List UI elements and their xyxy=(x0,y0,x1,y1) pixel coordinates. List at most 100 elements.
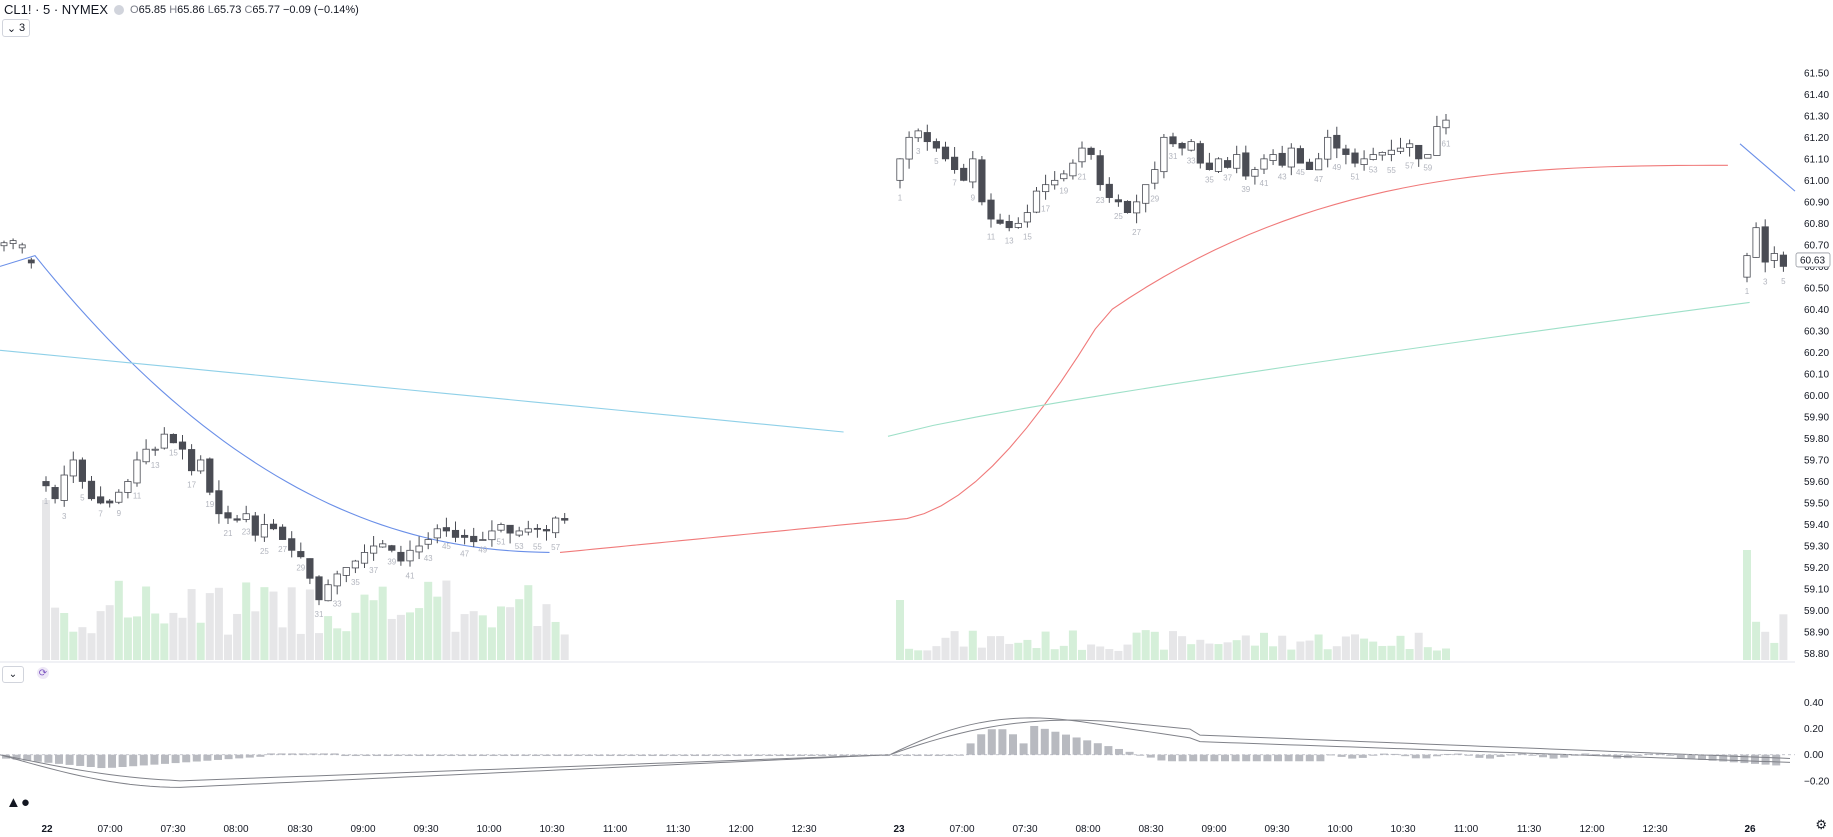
symbol-legend[interactable]: CL1! · 5 · NYMEX O65.85 H65.86 L65.73 C6… xyxy=(4,2,359,17)
macd-histogram-bar xyxy=(1284,754,1293,762)
candle-body xyxy=(1296,148,1304,164)
candle-body xyxy=(987,199,995,220)
macd-histogram-bar xyxy=(1729,754,1738,763)
volume-bar xyxy=(1041,631,1050,660)
bar-number-label: 43 xyxy=(1278,172,1287,181)
candle-body xyxy=(552,517,560,534)
candle-body xyxy=(1752,227,1760,258)
bar-number-label: 11 xyxy=(133,492,142,501)
indicator-count: 3 xyxy=(19,22,26,34)
macd-collapse-button[interactable]: ⌄ xyxy=(2,666,24,683)
volume-layer xyxy=(42,500,1788,660)
volume-bar xyxy=(396,614,405,660)
candle-body xyxy=(388,545,396,551)
macd-tick-label: 0.40 xyxy=(1804,698,1824,709)
volume-bar xyxy=(478,615,487,660)
gear-icon[interactable]: ⚙ xyxy=(1815,817,1827,832)
macd-histogram-bar xyxy=(235,754,244,759)
bar-number-label: 35 xyxy=(1205,176,1214,185)
time-tick-label: 07:00 xyxy=(949,824,974,835)
macd-histogram-bar xyxy=(828,754,837,757)
bar-number-label: 37 xyxy=(369,566,378,575)
macd-histogram-bar xyxy=(606,754,615,757)
candle-body xyxy=(333,573,341,587)
macd-histogram-bar xyxy=(415,754,424,757)
candle-body xyxy=(187,449,196,472)
time-tick-label: 07:00 xyxy=(97,824,122,835)
macd-histogram-bar xyxy=(129,754,138,767)
tradingview-logo-icon[interactable]: ▲● xyxy=(6,794,30,811)
volume-bar xyxy=(1269,646,1278,660)
volume-bar xyxy=(151,613,160,660)
candle-body xyxy=(27,259,35,264)
time-tick-label: 12:30 xyxy=(1642,824,1667,835)
macd-histogram-bar xyxy=(1295,754,1304,762)
symbol-title[interactable]: CL1! · 5 · NYMEX xyxy=(4,2,109,17)
macd-histogram-bar xyxy=(214,754,222,760)
volume-bar xyxy=(1396,635,1405,660)
candle-body xyxy=(251,515,259,536)
macd-histogram-bar xyxy=(807,754,816,757)
candle-body xyxy=(1096,155,1104,186)
macd-histogram-bar xyxy=(1687,754,1696,759)
macd-histogram-bar xyxy=(1422,754,1431,759)
candle-body xyxy=(1387,149,1395,155)
ohlc-readout: O65.85 H65.86 L65.73 C65.77 −0.09 (−0.14… xyxy=(130,4,359,16)
candle-body xyxy=(0,242,8,247)
volume-bar xyxy=(369,600,378,660)
volume-bar xyxy=(1205,643,1214,660)
macd-histogram-bar xyxy=(1464,754,1473,756)
price-tick-label: 61.50 xyxy=(1804,68,1829,79)
candle-body xyxy=(1315,158,1323,171)
volume-bar xyxy=(1287,649,1296,660)
candle-body xyxy=(278,526,287,540)
indicators-collapse-button[interactable]: ⌄ 3 xyxy=(2,19,30,37)
sync-icon[interactable]: ⟳ xyxy=(37,667,49,679)
bar-number-label: 41 xyxy=(1260,179,1269,188)
volume-bar xyxy=(1078,649,1086,660)
macd-histogram-bar xyxy=(786,754,795,757)
volume-bar xyxy=(451,631,460,660)
candle-body xyxy=(1069,162,1077,177)
time-tick-label: 09:30 xyxy=(413,824,438,835)
macd-histogram-bar xyxy=(1337,754,1346,757)
macd-histogram-bar xyxy=(404,754,413,757)
macd-histogram-bar xyxy=(701,754,710,757)
bar-number-label: 5 xyxy=(80,494,85,503)
candle-body xyxy=(1114,199,1122,203)
macd-histogram-bar xyxy=(966,743,975,755)
candle-body xyxy=(542,529,551,532)
volume-bar xyxy=(142,586,151,660)
macd-histogram-bar xyxy=(956,754,964,756)
volume-bar xyxy=(950,631,959,660)
volume-bar xyxy=(1169,631,1177,660)
macd-histogram-bar xyxy=(171,754,180,764)
bar-number-label: 1 xyxy=(1745,287,1750,296)
candle-body xyxy=(1078,147,1086,163)
candle-body xyxy=(269,523,278,530)
macd-histogram-bar xyxy=(86,754,95,768)
volume-bar xyxy=(1378,645,1387,660)
macd-histogram-bar xyxy=(55,754,63,764)
volume-bar xyxy=(269,591,278,660)
volume-bar xyxy=(1196,639,1205,660)
bar-number-label: 11 xyxy=(987,233,996,242)
macd-histogram-bar xyxy=(1517,753,1526,755)
macd-histogram-bar xyxy=(1433,754,1441,757)
macd-histogram-bar xyxy=(1146,754,1155,758)
macd-histogram-bar xyxy=(1401,754,1410,757)
macd-histogram-bar xyxy=(1316,754,1325,762)
bar-number-label: 53 xyxy=(1369,165,1378,174)
bar-number-label: 27 xyxy=(1132,228,1141,237)
candles-layer xyxy=(0,114,1787,606)
volume-bar xyxy=(914,650,923,660)
volume-bar xyxy=(1743,550,1751,660)
macd-histogram-bar xyxy=(1051,731,1060,755)
bar-number-label: 13 xyxy=(151,461,160,470)
candle-body xyxy=(1278,152,1286,166)
macd-histogram-bar xyxy=(892,754,901,757)
candle-body xyxy=(1761,226,1769,263)
volume-bar xyxy=(1770,642,1779,660)
volume-bar xyxy=(224,634,232,660)
